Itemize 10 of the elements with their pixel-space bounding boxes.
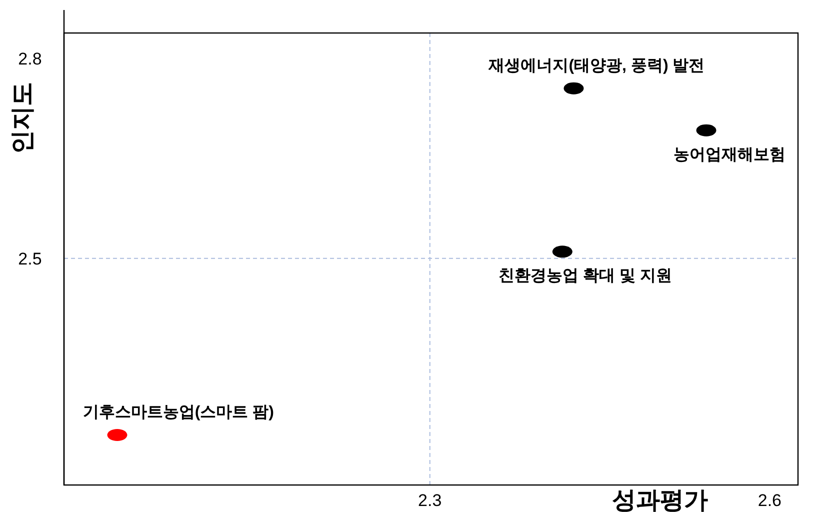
y-tick-label: 2.5: [18, 249, 42, 268]
x-tick-label: 2.6: [758, 491, 782, 510]
x-axis-title: 성과평가: [612, 487, 708, 512]
y-tick-label: 2.8: [18, 49, 42, 68]
annotation: 재생에너지(태양광, 풍력) 발전: [488, 57, 705, 74]
annotation: 기후스마트농업(스마트 팜): [82, 404, 274, 421]
annotation: 농어업재해보험: [673, 146, 786, 164]
x-tick-label: 2.3: [418, 491, 442, 510]
y-axis-title: 인지도: [9, 82, 36, 154]
annotation: 친환경농업 확대 및 지원: [498, 268, 672, 285]
